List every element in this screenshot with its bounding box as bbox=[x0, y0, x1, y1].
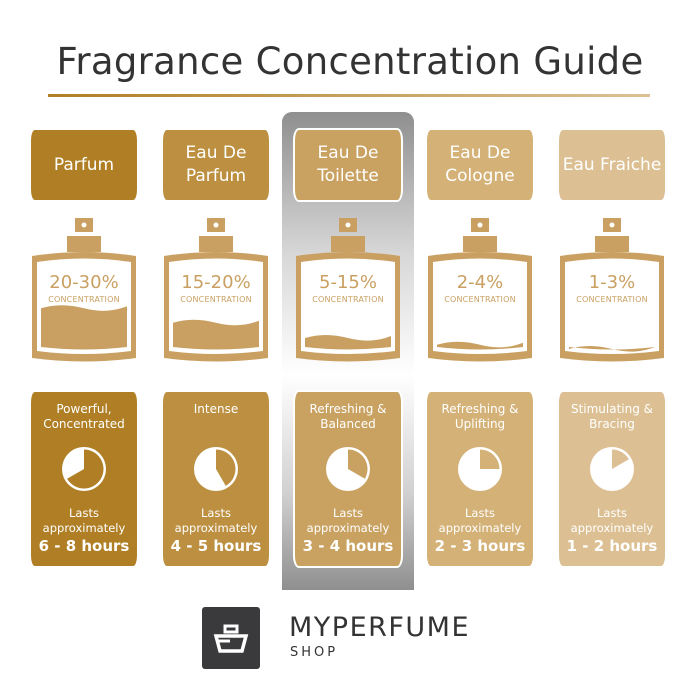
fragrance-column: Parfum 20-30% CONCENTRATION Powerful, Conc… bbox=[31, 0, 137, 600]
fragrance-type-header: Eau Fraiche bbox=[559, 130, 665, 200]
clock-pie-icon bbox=[194, 447, 238, 491]
fragrance-description: Intense bbox=[193, 402, 239, 416]
duration-hours: 1 - 2 hours bbox=[566, 537, 658, 555]
clock-pie-icon bbox=[590, 447, 634, 491]
fragrance-description: Powerful, Concentrated bbox=[43, 402, 125, 431]
concentration-percent: 5-15% bbox=[319, 272, 377, 293]
fragrance-type-header: Parfum bbox=[31, 130, 137, 200]
longevity-card: Stimulating & Bracing Lasts approximatel… bbox=[559, 392, 665, 566]
longevity-card: Powerful, Concentrated Lasts approximate… bbox=[31, 392, 137, 566]
perfume-bottle-icon bbox=[428, 218, 532, 362]
clock-pie-icon bbox=[458, 447, 502, 491]
perfume-bottle-logo-icon bbox=[213, 624, 249, 653]
lasts-label: Lasts approximately bbox=[306, 506, 390, 535]
concentration-percent: 2-4% bbox=[456, 272, 504, 293]
brand-sub: SHOP bbox=[290, 645, 339, 660]
fragrance-type-header: Eau De Cologne bbox=[427, 130, 533, 200]
concentration-label: CONCENTRATION bbox=[48, 295, 120, 304]
clock-elapsed-wedge bbox=[216, 449, 236, 486]
concentration-percent: 1-3% bbox=[588, 272, 636, 293]
fragrance-column: Eau Fraiche 1-3% CONCENTRATION Stimulating… bbox=[559, 0, 665, 600]
duration-hours: 2 - 3 hours bbox=[434, 537, 526, 555]
clock-pie-icon bbox=[62, 447, 106, 491]
fragrance-description: Refreshing & Uplifting bbox=[441, 402, 519, 431]
longevity-card: Intense Lasts approximately 4 - 5 hours bbox=[163, 392, 269, 566]
perfume-bottle-icon bbox=[32, 218, 136, 362]
lasts-label: Lasts approximately bbox=[174, 506, 258, 535]
liquid-level bbox=[41, 305, 127, 350]
lasts-label: Lasts approximately bbox=[438, 506, 522, 535]
concentration-percent: 15-20% bbox=[181, 272, 251, 293]
fragrance-description: Stimulating & Bracing bbox=[570, 402, 654, 431]
clock-elapsed-wedge bbox=[612, 449, 629, 469]
logo-mark bbox=[202, 607, 260, 669]
concentration-label: CONCENTRATION bbox=[312, 295, 384, 304]
concentration-label: CONCENTRATION bbox=[576, 295, 648, 304]
liquid-level bbox=[305, 335, 391, 350]
fragrance-type-header: Eau De Toilette bbox=[295, 130, 401, 200]
concentration-label: CONCENTRATION bbox=[444, 295, 516, 304]
duration-hours: 6 - 8 hours bbox=[38, 537, 130, 555]
fragrance-column: Eau De Parfum 15-20% CONCENTRATION Intense… bbox=[163, 0, 269, 600]
perfume-bottle-icon bbox=[164, 218, 268, 362]
clock-elapsed-wedge bbox=[480, 449, 500, 469]
page-title: Fragrance Concentration Guide bbox=[56, 40, 644, 83]
clock-elapsed-wedge bbox=[348, 449, 368, 479]
fragrance-column: Eau De Cologne 2-4% CONCENTRATION Refreshi… bbox=[427, 0, 533, 600]
liquid-level bbox=[569, 346, 655, 352]
duration-hours: 4 - 5 hours bbox=[170, 537, 262, 555]
lasts-label: Lasts approximately bbox=[42, 506, 126, 535]
longevity-card: Refreshing & Balanced Lasts approximatel… bbox=[295, 392, 401, 566]
duration-hours: 3 - 4 hours bbox=[302, 537, 394, 555]
fragrance-column: Eau De Toilette 5-15% CONCENTRATION Refres… bbox=[295, 0, 401, 600]
title-underline bbox=[48, 94, 650, 97]
clock-elapsed-wedge bbox=[67, 449, 104, 489]
liquid-level bbox=[173, 319, 259, 350]
liquid-level bbox=[437, 341, 523, 350]
lasts-label: Lasts approximately bbox=[570, 506, 654, 535]
clock-pie-icon bbox=[326, 447, 370, 491]
brand-name: MYPERFUME bbox=[289, 612, 471, 643]
concentration-label: CONCENTRATION bbox=[180, 295, 252, 304]
perfume-bottle-icon bbox=[296, 218, 400, 362]
fragrance-type-header: Eau De Parfum bbox=[163, 130, 269, 200]
longevity-card: Refreshing & Uplifting Lasts approximate… bbox=[427, 392, 533, 566]
concentration-percent: 20-30% bbox=[49, 272, 119, 293]
fragrance-description: Refreshing & Balanced bbox=[309, 402, 387, 431]
perfume-bottle-icon bbox=[560, 218, 664, 362]
